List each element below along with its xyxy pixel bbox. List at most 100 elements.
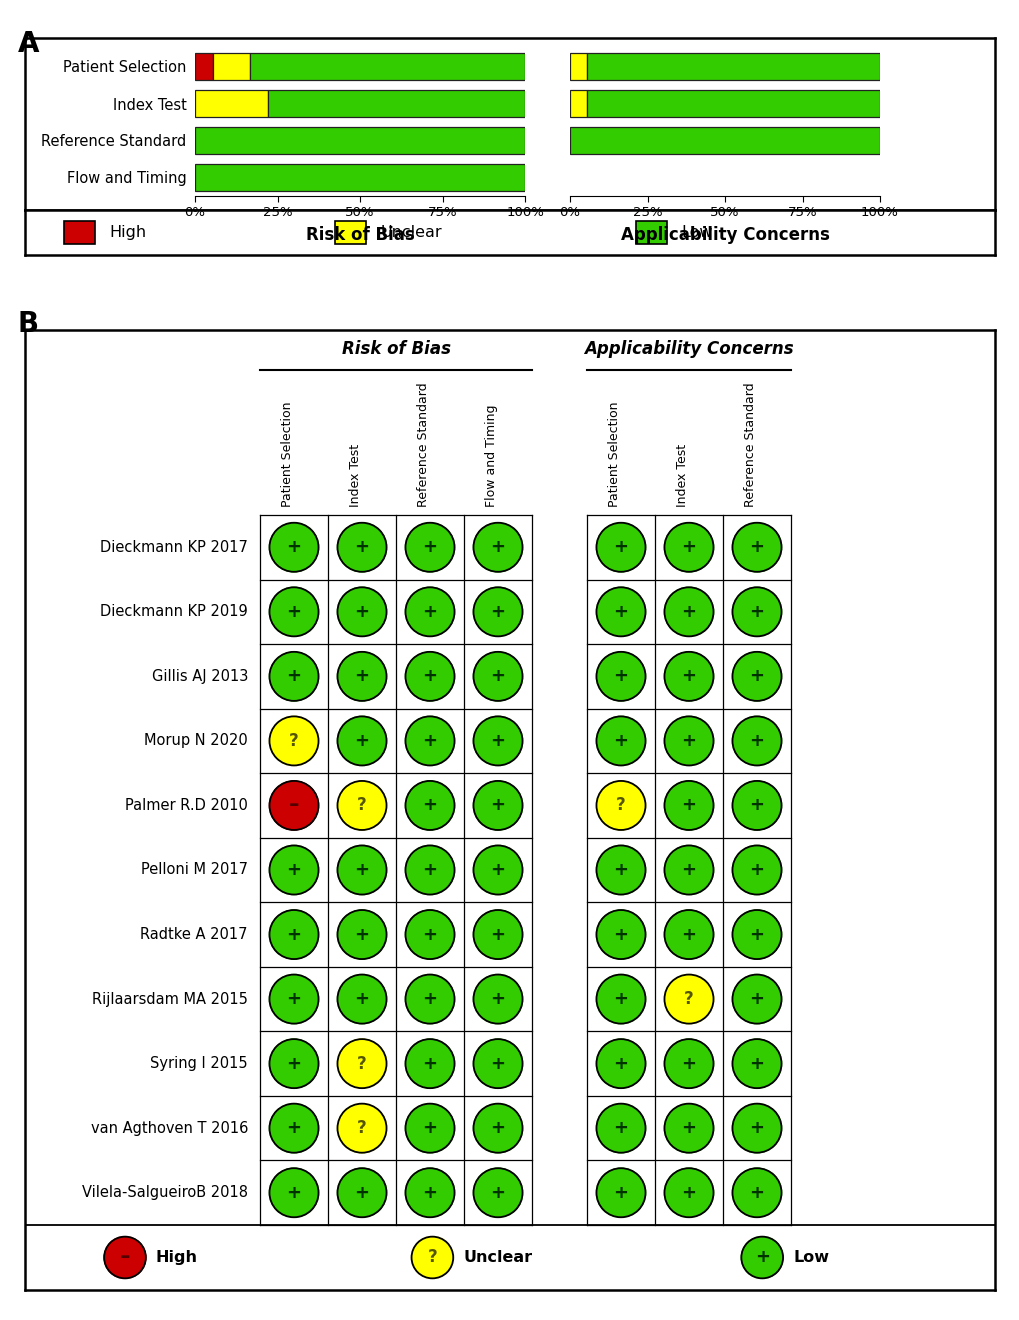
Circle shape [473, 1039, 522, 1088]
Text: +: + [422, 1055, 437, 1073]
Text: +: + [749, 539, 764, 556]
Circle shape [732, 587, 781, 636]
Text: +: + [612, 925, 628, 944]
Text: +: + [612, 1055, 628, 1073]
Text: Radtke A 2017: Radtke A 2017 [141, 927, 248, 942]
Circle shape [337, 652, 386, 701]
Circle shape [473, 974, 522, 1023]
Text: +: + [355, 925, 369, 944]
Text: +: + [490, 796, 505, 814]
Circle shape [596, 523, 645, 572]
Bar [587, 53, 879, 79]
Circle shape [337, 1104, 386, 1152]
Circle shape [732, 909, 781, 960]
Text: +: + [681, 539, 696, 556]
Circle shape [596, 1039, 645, 1088]
Text: Index Test: Index Test [348, 444, 362, 507]
Circle shape [411, 1237, 452, 1278]
Text: +: + [286, 603, 302, 620]
Circle shape [406, 523, 454, 572]
Circle shape [663, 652, 713, 701]
Text: ?: ? [357, 1055, 367, 1073]
Text: +: + [422, 668, 437, 685]
Bar [268, 90, 525, 116]
Text: Vilela-SalgueiroB 2018: Vilela-SalgueiroB 2018 [82, 1185, 248, 1200]
Text: +: + [422, 796, 437, 814]
Text: +: + [286, 1119, 302, 1138]
Text: +: + [749, 1055, 764, 1073]
Text: +: + [749, 861, 764, 879]
Text: +: + [681, 1184, 696, 1201]
Bar [570, 53, 587, 79]
Circle shape [269, 523, 318, 572]
Circle shape [663, 1168, 713, 1217]
Circle shape [337, 587, 386, 636]
Text: +: + [286, 1055, 302, 1073]
Circle shape [596, 1104, 645, 1152]
Text: Risk of Bias: Risk of Bias [341, 341, 450, 358]
Bar [213, 53, 250, 79]
Bar [195, 53, 213, 79]
Text: ?: ? [357, 1119, 367, 1138]
Text: +: + [749, 603, 764, 620]
Circle shape [269, 717, 318, 766]
Text: +: + [681, 1119, 696, 1138]
Text: ?: ? [427, 1249, 437, 1266]
Circle shape [473, 587, 522, 636]
Bar [250, 53, 525, 79]
Circle shape [663, 846, 713, 895]
Text: High: High [156, 1250, 198, 1265]
Circle shape [663, 909, 713, 960]
Text: +: + [422, 925, 437, 944]
Text: Morup N 2020: Morup N 2020 [144, 734, 248, 748]
X-axis label: Risk of Bias: Risk of Bias [306, 226, 414, 244]
Circle shape [596, 717, 645, 766]
Text: +: + [286, 990, 302, 1008]
Text: +: + [681, 861, 696, 879]
Text: +: + [355, 990, 369, 1008]
Text: +: + [355, 603, 369, 620]
Text: +: + [286, 668, 302, 685]
Text: +: + [612, 539, 628, 556]
Text: Patient Selection: Patient Selection [607, 401, 621, 507]
Circle shape [596, 781, 645, 830]
Text: +: + [490, 925, 505, 944]
Circle shape [337, 717, 386, 766]
Text: Rijlaarsdam MA 2015: Rijlaarsdam MA 2015 [92, 991, 248, 1007]
Text: +: + [749, 925, 764, 944]
Text: +: + [355, 731, 369, 750]
Text: Applicability Concerns: Applicability Concerns [584, 341, 793, 358]
Text: Flow and Timing: Flow and Timing [484, 404, 497, 507]
Circle shape [269, 652, 318, 701]
Circle shape [473, 523, 522, 572]
Circle shape [596, 909, 645, 960]
Text: +: + [681, 668, 696, 685]
Text: +: + [422, 861, 437, 879]
Circle shape [337, 974, 386, 1023]
Text: +: + [490, 539, 505, 556]
Text: +: + [754, 1249, 769, 1266]
Circle shape [406, 652, 454, 701]
Bar [587, 90, 879, 116]
Circle shape [663, 523, 713, 572]
Text: Palmer R.D 2010: Palmer R.D 2010 [125, 799, 248, 813]
Text: +: + [422, 603, 437, 620]
Text: +: + [422, 731, 437, 750]
Circle shape [663, 974, 713, 1023]
Text: +: + [286, 1184, 302, 1201]
Bar [570, 90, 587, 116]
Text: +: + [612, 603, 628, 620]
Text: –: – [119, 1247, 130, 1267]
Text: +: + [490, 731, 505, 750]
Circle shape [732, 717, 781, 766]
Circle shape [732, 781, 781, 830]
Circle shape [473, 846, 522, 895]
Circle shape [596, 846, 645, 895]
Circle shape [269, 846, 318, 895]
Text: Syring I 2015: Syring I 2015 [150, 1056, 248, 1071]
Text: +: + [749, 1119, 764, 1138]
Circle shape [337, 1168, 386, 1217]
Circle shape [663, 717, 713, 766]
Circle shape [663, 587, 713, 636]
Bar [64, 222, 95, 244]
